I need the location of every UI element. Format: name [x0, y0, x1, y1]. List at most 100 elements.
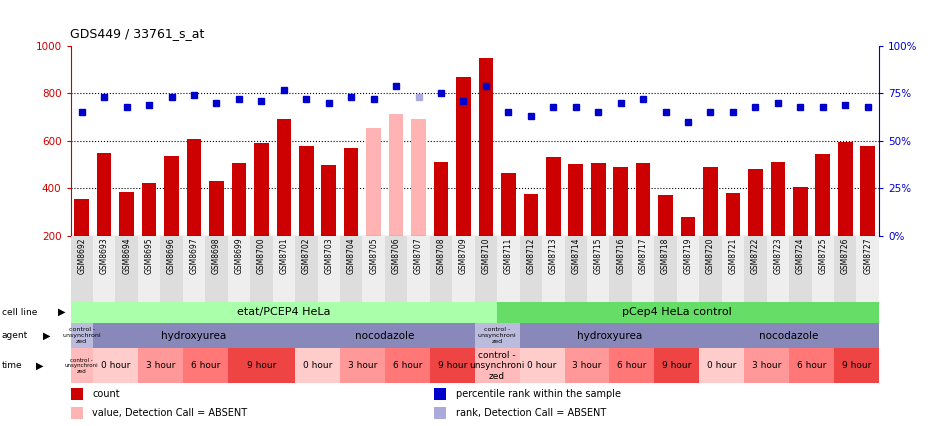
Text: 6 hour: 6 hour — [618, 361, 647, 371]
Bar — [591, 163, 605, 236]
Text: etat/PCEP4 HeLa: etat/PCEP4 HeLa — [237, 307, 331, 317]
Text: control -
unsynchroni
zed: control - unsynchroni zed — [478, 328, 516, 344]
Text: GSM8719: GSM8719 — [683, 238, 693, 274]
Bar — [520, 323, 699, 348]
Text: GSM8711: GSM8711 — [504, 238, 513, 274]
Bar — [789, 236, 811, 302]
Bar — [587, 236, 609, 302]
Bar — [497, 302, 890, 323]
Text: GSM8722: GSM8722 — [751, 238, 760, 274]
Bar — [699, 323, 879, 348]
Bar — [93, 323, 295, 348]
Text: hydroxyurea: hydroxyurea — [162, 331, 227, 341]
Text: agent: agent — [2, 331, 28, 340]
Text: GSM8709: GSM8709 — [459, 238, 468, 274]
Bar — [164, 156, 179, 236]
Bar — [344, 148, 358, 236]
Bar — [703, 167, 718, 236]
Text: GSM8696: GSM8696 — [167, 238, 176, 274]
Bar — [210, 181, 224, 236]
Text: GSM8714: GSM8714 — [572, 238, 580, 274]
Bar — [227, 236, 250, 302]
Bar — [834, 236, 856, 302]
Text: 0 hour: 0 hour — [527, 361, 556, 371]
Bar — [363, 236, 384, 302]
Text: GSM8692: GSM8692 — [77, 238, 86, 274]
Text: 3 hour: 3 hour — [752, 361, 781, 371]
Text: GSM8698: GSM8698 — [212, 238, 221, 274]
Bar — [838, 142, 853, 236]
Text: 0 hour: 0 hour — [101, 361, 130, 371]
Text: GSM8724: GSM8724 — [796, 238, 805, 274]
Bar — [295, 236, 318, 302]
Bar — [182, 236, 205, 302]
Bar — [254, 143, 269, 236]
Text: GSM8703: GSM8703 — [324, 238, 334, 274]
Bar — [138, 236, 161, 302]
Text: ▶: ▶ — [58, 307, 66, 317]
Bar — [565, 348, 609, 383]
Text: 9 hour: 9 hour — [662, 361, 692, 371]
Bar — [116, 236, 138, 302]
Text: value, Detection Call = ABSENT: value, Detection Call = ABSENT — [92, 408, 247, 418]
Bar — [299, 146, 314, 236]
Bar — [142, 184, 156, 236]
Bar — [632, 236, 654, 302]
Text: GSM8710: GSM8710 — [481, 238, 491, 274]
Bar — [407, 236, 430, 302]
Text: 6 hour: 6 hour — [393, 361, 422, 371]
Text: cell line: cell line — [2, 308, 38, 317]
Bar — [478, 58, 494, 236]
Text: count: count — [92, 389, 120, 399]
Bar — [520, 236, 542, 302]
Text: 0 hour: 0 hour — [303, 361, 332, 371]
Text: GSM8720: GSM8720 — [706, 238, 715, 274]
Text: GSM8708: GSM8708 — [436, 238, 446, 274]
Bar — [609, 348, 654, 383]
Bar — [677, 236, 699, 302]
Bar — [860, 146, 875, 236]
Bar — [475, 236, 497, 302]
Bar — [231, 163, 246, 236]
Bar — [501, 173, 516, 236]
Bar — [295, 323, 475, 348]
Text: GSM8704: GSM8704 — [347, 238, 355, 274]
Text: nocodazole: nocodazole — [760, 331, 819, 341]
Bar — [654, 236, 677, 302]
Bar — [811, 236, 834, 302]
Text: time: time — [2, 361, 23, 371]
Bar — [276, 119, 291, 236]
Text: 6 hour: 6 hour — [191, 361, 220, 371]
Bar — [456, 77, 471, 236]
Text: control -
unsynchroni
zed: control - unsynchroni zed — [469, 351, 525, 381]
Bar — [744, 348, 789, 383]
Bar — [227, 348, 295, 383]
Bar — [452, 236, 475, 302]
Text: 3 hour: 3 hour — [146, 361, 175, 371]
Text: GSM8706: GSM8706 — [392, 238, 400, 274]
Bar — [658, 195, 673, 236]
Text: 0 hour: 0 hour — [707, 361, 736, 371]
Bar — [430, 348, 475, 383]
Bar — [367, 128, 381, 236]
Bar — [321, 165, 336, 236]
Text: GSM8697: GSM8697 — [190, 238, 198, 274]
Bar — [816, 154, 830, 236]
Bar — [384, 348, 430, 383]
Text: 9 hour: 9 hour — [437, 361, 467, 371]
Bar — [340, 348, 384, 383]
Text: GSM8717: GSM8717 — [638, 238, 648, 274]
Text: GSM8694: GSM8694 — [122, 238, 132, 274]
Bar — [524, 194, 538, 236]
Bar — [138, 348, 182, 383]
Bar — [565, 236, 587, 302]
Bar — [546, 157, 560, 236]
Text: GSM8725: GSM8725 — [818, 238, 827, 274]
Text: 3 hour: 3 hour — [572, 361, 602, 371]
Text: hydroxyurea: hydroxyurea — [577, 331, 642, 341]
Bar — [635, 163, 650, 236]
Bar — [520, 348, 565, 383]
Bar — [318, 236, 340, 302]
Bar — [856, 236, 879, 302]
Text: 3 hour: 3 hour — [348, 361, 377, 371]
